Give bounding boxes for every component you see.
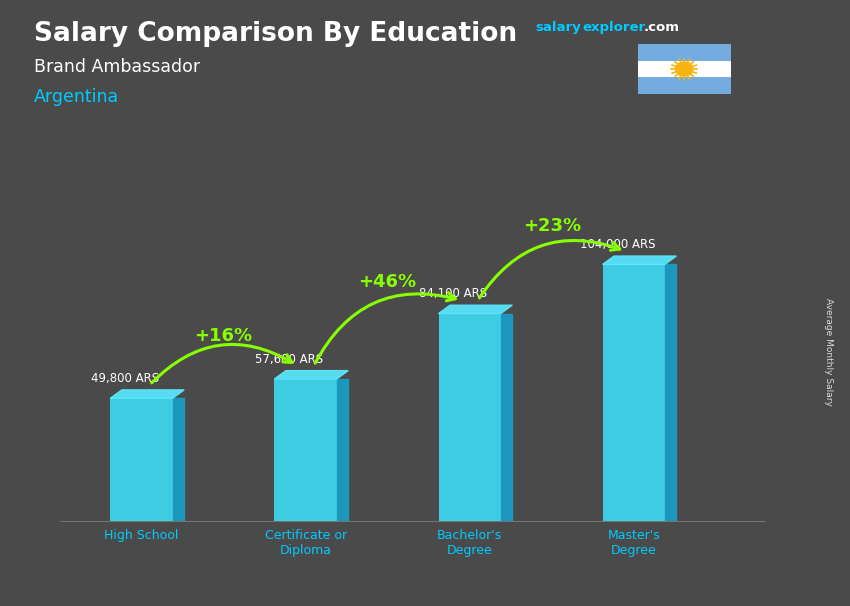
Text: 57,600 ARS: 57,600 ARS	[255, 353, 323, 365]
Text: Argentina: Argentina	[34, 88, 119, 106]
Text: 104,000 ARS: 104,000 ARS	[580, 238, 655, 251]
Text: Salary Comparison By Education: Salary Comparison By Education	[34, 21, 517, 47]
Text: +16%: +16%	[195, 327, 252, 345]
Text: 84,100 ARS: 84,100 ARS	[419, 287, 487, 300]
Bar	[275, 379, 337, 521]
Text: Average Monthly Salary: Average Monthly Salary	[824, 298, 833, 405]
Bar	[439, 313, 501, 521]
Polygon shape	[501, 313, 513, 521]
Text: explorer: explorer	[582, 21, 645, 34]
Bar	[638, 44, 731, 61]
Text: salary: salary	[536, 21, 581, 34]
Polygon shape	[275, 371, 348, 379]
Polygon shape	[439, 305, 513, 313]
Text: .com: .com	[643, 21, 679, 34]
Polygon shape	[110, 390, 184, 398]
Text: +46%: +46%	[359, 273, 416, 291]
Polygon shape	[337, 379, 348, 521]
Polygon shape	[603, 256, 677, 264]
Polygon shape	[665, 264, 677, 521]
Bar	[638, 78, 731, 94]
Polygon shape	[173, 398, 184, 521]
Text: 49,800 ARS: 49,800 ARS	[91, 372, 159, 385]
Text: +23%: +23%	[523, 217, 581, 235]
Bar	[110, 398, 173, 521]
Text: Brand Ambassador: Brand Ambassador	[34, 58, 200, 76]
Bar	[638, 61, 731, 78]
Circle shape	[676, 62, 693, 76]
Bar	[603, 264, 665, 521]
